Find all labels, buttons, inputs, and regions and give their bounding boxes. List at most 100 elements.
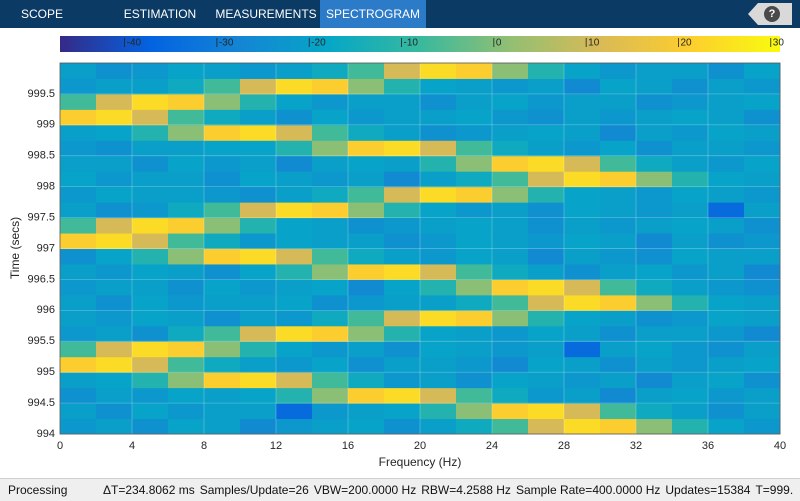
- heatmap-cell: [744, 124, 781, 141]
- heatmap-cell: [168, 78, 205, 95]
- heatmap-cell: [600, 387, 637, 404]
- tab[interactable]: MEASUREMENTS: [215, 7, 317, 21]
- heatmap-cell: [564, 186, 601, 203]
- heatmap-cell: [744, 78, 781, 95]
- heatmap-cell: [636, 263, 673, 280]
- heatmap-cell: [60, 217, 97, 234]
- y-tick-label: 994.5: [27, 397, 55, 409]
- heatmap-cell: [636, 171, 673, 188]
- heatmap-cell: [420, 403, 457, 420]
- heatmap-cell: [312, 217, 349, 234]
- heatmap-cell: [204, 341, 241, 358]
- heatmap-cell: [312, 63, 349, 79]
- heatmap-cell: [420, 418, 457, 435]
- heatmap-cell: [132, 418, 169, 435]
- heatmap-cell: [240, 155, 277, 172]
- status-item: T=999.: [755, 483, 794, 497]
- heatmap-cell: [204, 325, 241, 342]
- heatmap-cell: [96, 171, 133, 188]
- heatmap-cell: [600, 186, 637, 203]
- heatmap-cell: [204, 109, 241, 126]
- heatmap-cell: [420, 325, 457, 342]
- heatmap-cell: [276, 372, 313, 389]
- heatmap-cell: [528, 186, 565, 203]
- heatmap-cell: [312, 341, 349, 358]
- heatmap-cell: [600, 233, 637, 249]
- heatmap-cell: [492, 418, 529, 435]
- heatmap-cell: [384, 248, 421, 265]
- heatmap-cell: [96, 418, 133, 435]
- heatmap-cell: [564, 387, 601, 404]
- heatmap-cell: [60, 418, 97, 435]
- status-item: Sample Rate=400.0000 Hz: [515, 483, 661, 497]
- heatmap-cell: [240, 263, 277, 280]
- status-bar: Processing ΔT=234.8062 ms Samples/Update=…: [0, 478, 800, 501]
- heatmap-cell: [240, 171, 277, 188]
- heatmap-cell: [60, 233, 97, 249]
- heatmap-cell: [744, 171, 781, 188]
- heatmap-cell: [60, 294, 97, 311]
- heatmap-cell: [528, 109, 565, 126]
- heatmap-cell: [312, 372, 349, 389]
- heatmap-cell: [384, 372, 421, 389]
- heatmap-cell: [420, 294, 457, 311]
- heatmap-cell: [672, 186, 709, 203]
- heatmap-cell: [96, 341, 133, 358]
- help-icon[interactable]: ?: [764, 6, 780, 22]
- heatmap-cell: [636, 372, 673, 389]
- heatmap-cell: [564, 279, 601, 296]
- heatmap-cell: [276, 124, 313, 141]
- heatmap-cell: [456, 310, 493, 327]
- heatmap-cell: [672, 294, 709, 311]
- heatmap-cell: [492, 341, 529, 358]
- heatmap-cell: [60, 124, 97, 141]
- heatmap-cell: [348, 93, 385, 110]
- heatmap-cell: [744, 155, 781, 172]
- heatmap-cell: [420, 372, 457, 389]
- heatmap-cell: [276, 294, 313, 311]
- heatmap-cell: [240, 78, 277, 95]
- heatmap-cell: [168, 186, 205, 203]
- heatmap-cell: [132, 186, 169, 203]
- heatmap-cell: [708, 140, 745, 157]
- y-tick-label: 999: [37, 119, 55, 131]
- help-button[interactable]: ?: [748, 3, 792, 25]
- heatmap-cell: [600, 294, 637, 311]
- heatmap-cell: [744, 248, 781, 265]
- heatmap-cell: [456, 217, 493, 234]
- x-tick-label: 0: [57, 440, 63, 452]
- heatmap-cell: [528, 217, 565, 234]
- heatmap-cell: [564, 248, 601, 265]
- heatmap-cell: [600, 155, 637, 172]
- heatmap-cell: [672, 372, 709, 389]
- heatmap-cell: [168, 217, 205, 234]
- heatmap-cell: [60, 341, 97, 358]
- colorbar-tick-label: 0: [496, 38, 502, 49]
- heatmap-cell: [384, 93, 421, 110]
- heatmap-cell: [204, 93, 241, 110]
- heatmap-cell: [132, 217, 169, 234]
- heatmap-cell: [744, 387, 781, 404]
- heatmap-cell: [492, 186, 529, 203]
- tab[interactable]: SPECTROGRAM: [320, 0, 426, 28]
- heatmap-cell: [168, 294, 205, 311]
- heatmap-cell: [96, 310, 133, 327]
- heatmap-cell: [708, 93, 745, 110]
- heatmap-cell: [708, 372, 745, 389]
- heatmap-cell: [528, 372, 565, 389]
- heatmap-cell: [276, 279, 313, 296]
- y-tick-label: 996: [37, 304, 55, 316]
- heatmap-cell: [204, 418, 241, 435]
- heatmap-cell: [420, 171, 457, 188]
- tab[interactable]: SCOPE: [20, 7, 63, 21]
- heatmap-cell: [492, 403, 529, 420]
- status-item: Updates=15384: [665, 483, 751, 497]
- heatmap-cell: [600, 310, 637, 327]
- heatmap-cell: [312, 78, 349, 95]
- heatmap-cell: [204, 387, 241, 404]
- heatmap-cell: [600, 372, 637, 389]
- heatmap-cell: [456, 294, 493, 311]
- heatmap-cell: [348, 124, 385, 141]
- tab[interactable]: ESTIMATION: [123, 7, 197, 21]
